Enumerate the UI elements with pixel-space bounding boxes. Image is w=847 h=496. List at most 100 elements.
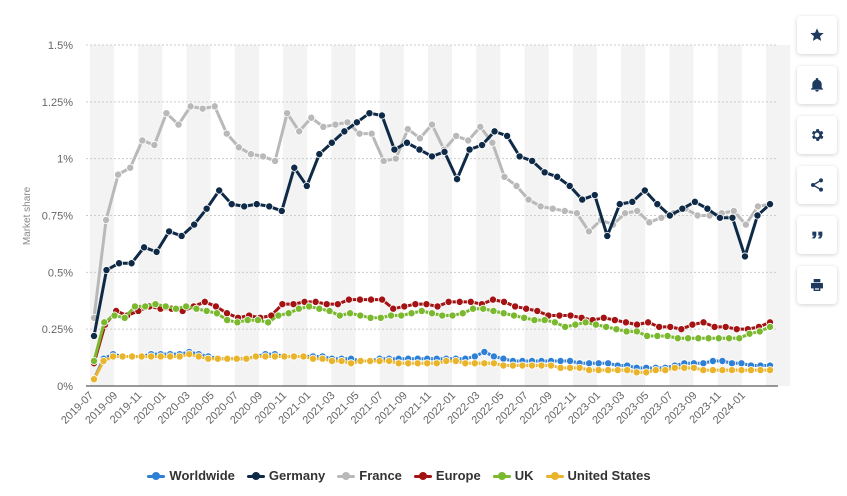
data-point[interactable] [200,297,209,306]
data-point[interactable] [138,136,147,145]
data-point[interactable] [500,172,509,181]
data-point[interactable] [391,154,400,163]
data-point[interactable] [448,311,457,320]
data-point[interactable] [555,311,564,320]
data-point[interactable] [150,141,159,150]
data-point[interactable] [453,175,462,184]
share-button[interactable] [797,166,837,204]
data-point[interactable] [693,211,702,220]
data-point[interactable] [147,352,156,361]
data-point[interactable] [655,322,664,331]
data-point[interactable] [509,311,518,320]
data-point[interactable] [684,334,693,343]
data-point[interactable] [90,331,99,340]
data-point[interactable] [246,150,255,159]
data-point[interactable] [202,306,211,315]
data-point[interactable] [192,304,201,313]
data-point[interactable] [258,152,267,161]
print-button[interactable] [797,266,837,304]
data-point[interactable] [615,200,624,209]
data-point[interactable] [128,352,137,361]
data-point[interactable] [347,359,356,368]
data-point[interactable] [653,331,662,340]
data-point[interactable] [737,366,746,375]
data-point[interactable] [302,181,311,190]
data-point[interactable] [222,309,231,318]
data-point[interactable] [725,334,734,343]
data-point[interactable] [333,300,342,309]
data-point[interactable] [305,302,314,311]
data-point[interactable] [315,304,324,313]
data-point[interactable] [621,318,630,327]
data-point[interactable] [561,322,570,331]
data-point[interactable] [715,213,724,222]
data-point[interactable] [603,231,612,240]
data-point[interactable] [452,131,461,140]
data-point[interactable] [753,211,762,220]
data-point[interactable] [90,375,99,384]
data-point[interactable] [240,202,249,211]
data-point[interactable] [141,302,150,311]
data-point[interactable] [642,368,651,377]
data-point[interactable] [367,129,376,138]
data-point[interactable] [578,195,587,204]
data-point[interactable] [212,309,221,318]
data-point[interactable] [204,354,213,363]
data-point[interactable] [718,366,727,375]
data-point[interactable] [432,359,441,368]
data-point[interactable] [746,366,755,375]
data-point[interactable] [643,331,652,340]
data-point[interactable] [594,366,603,375]
data-point[interactable] [182,302,191,311]
data-point[interactable] [377,111,386,120]
data-point[interactable] [478,141,487,150]
data-point[interactable] [490,127,499,136]
data-point[interactable] [612,325,621,334]
data-point[interactable] [602,322,611,331]
data-point[interactable] [215,186,224,195]
data-point[interactable] [699,366,708,375]
data-point[interactable] [194,352,203,361]
data-point[interactable] [355,295,364,304]
data-point[interactable] [515,152,524,161]
data-point[interactable] [211,302,220,311]
data-point[interactable] [645,218,654,227]
data-point[interactable] [126,163,135,172]
data-point[interactable] [352,118,361,127]
data-point[interactable] [690,197,699,206]
data-point[interactable] [585,366,594,375]
data-point[interactable] [575,363,584,372]
data-point[interactable] [289,300,298,309]
data-point[interactable] [732,325,741,334]
data-point[interactable] [343,118,352,127]
data-point[interactable] [114,170,123,179]
data-point[interactable] [740,252,749,261]
data-point[interactable] [423,359,432,368]
data-point[interactable] [243,316,252,325]
data-point[interactable] [120,313,129,322]
data-point[interactable] [102,266,111,275]
data-point[interactable] [566,356,575,365]
data-point[interactable] [621,209,630,218]
data-point[interactable] [307,113,316,122]
data-point[interactable] [335,311,344,320]
data-point[interactable] [488,138,497,147]
data-point[interactable] [190,220,199,229]
data-point[interactable] [644,318,653,327]
data-point[interactable] [466,297,475,306]
data-point[interactable] [499,354,508,363]
data-point[interactable] [427,309,436,318]
data-point[interactable] [550,318,559,327]
data-point[interactable] [657,213,666,222]
data-point[interactable] [489,352,498,361]
data-point[interactable] [234,143,243,152]
data-point[interactable] [403,125,412,134]
data-point[interactable] [470,359,479,368]
data-point[interactable] [727,359,736,368]
data-point[interactable] [688,320,697,329]
data-point[interactable] [665,211,674,220]
data-point[interactable] [161,302,170,311]
data-point[interactable] [404,359,413,368]
data-point[interactable] [470,352,479,361]
data-point[interactable] [465,145,474,154]
